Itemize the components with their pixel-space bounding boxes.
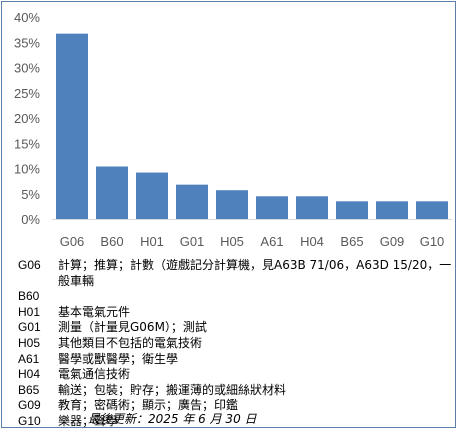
legend-row: H05 其他類目不包括的電氣技術 xyxy=(18,336,453,352)
y-tick-label: 10% xyxy=(14,162,40,177)
bar-g06 xyxy=(56,33,88,219)
y-tick-label: 20% xyxy=(14,111,40,126)
x-tick-label: A61 xyxy=(260,234,283,249)
y-tick-label: 30% xyxy=(14,61,40,76)
legend-code: B65 xyxy=(18,382,40,397)
y-tick-label: 0% xyxy=(21,212,40,227)
bar-g09 xyxy=(376,201,408,219)
x-tick-label: H05 xyxy=(220,234,244,249)
x-tick-label: B65 xyxy=(340,234,363,249)
bar-h01 xyxy=(136,172,168,219)
legend-row: G10 樂器；聲學 xyxy=(18,414,453,430)
legend-description: 輸送；包裝；貯存；搬運薄的或細絲狀材料 xyxy=(58,382,287,397)
x-tick-label: G01 xyxy=(180,234,205,249)
y-tick-label: 25% xyxy=(14,86,40,101)
legend-code: G01 xyxy=(18,320,41,335)
legend-row: A61 醫學或獸醫學；衛生學 xyxy=(18,352,453,368)
legend-description: 醫學或獸醫學；衛生學 xyxy=(58,351,179,366)
code-legend: G06 計算；推算；計數（遊戲記分計算機，見A63B 71/06，A63D 15/… xyxy=(18,258,453,430)
bars xyxy=(56,33,448,219)
legend-code: A61 xyxy=(18,351,40,366)
legend-description: 其他類目不包括的電氣技術 xyxy=(58,335,203,350)
legend-code: H04 xyxy=(18,367,41,382)
y-tick-label: 40% xyxy=(14,10,40,25)
legend-row: G06 計算；推算；計數（遊戲記分計算機，見A63B 71/06，A63D 15/… xyxy=(18,258,453,289)
x-tick-label: H04 xyxy=(300,234,324,249)
y-tick-label: 5% xyxy=(21,187,40,202)
x-tick-label: G06 xyxy=(60,234,85,249)
x-axis-ticks: G06 B60 H01 G01 H05 A61 H04 B65 G09 G10 xyxy=(60,234,445,249)
legend-code: G06 xyxy=(18,258,41,272)
legend-description: 測量（計量見G06M）；測試 xyxy=(58,320,207,335)
x-tick-label: G10 xyxy=(420,234,445,249)
bar-b60 xyxy=(96,166,128,219)
legend-row: B65 輸送；包裝；貯存；搬運薄的或細絲狀材料 xyxy=(18,383,453,399)
legend-row: G09 教育；密碼術；顯示；廣告；印鑑 xyxy=(18,398,453,414)
bar-g10 xyxy=(416,201,448,219)
legend-description: 基本電氣元件 xyxy=(58,304,131,319)
legend-row: G01 測量（計量見G06M）；測試 xyxy=(18,320,453,336)
legend-code: G09 xyxy=(18,398,41,413)
last-updated: 最後更新：2025 年 6 月 30 日 xyxy=(88,412,257,426)
bar-a61 xyxy=(256,196,288,219)
x-tick-label: H01 xyxy=(140,234,164,249)
y-tick-label: 35% xyxy=(14,35,40,50)
bar-chart: 0% 5% 10% 15% 20% 25% 30% 35% 40% G06 B60 H01 G01 H0… xyxy=(14,10,452,249)
bar-h05 xyxy=(216,190,248,219)
legend-code: B60 xyxy=(18,289,40,304)
bar-h04 xyxy=(296,196,328,219)
bar-b65 xyxy=(336,201,368,219)
x-tick-label: B60 xyxy=(100,234,123,249)
legend-description: 樂器；聲學 xyxy=(58,413,119,428)
legend-description: 電氣通信技術 xyxy=(58,367,131,382)
x-tick-label: G09 xyxy=(380,234,405,249)
legend-description: 教育；密碼術；顯示；廣告；印鑑 xyxy=(58,398,239,413)
y-axis-ticks: 0% 5% 10% 15% 20% 25% 30% 35% 40% xyxy=(14,10,40,227)
legend-row: H01 基本電氣元件 xyxy=(18,305,453,321)
y-tick-label: 15% xyxy=(14,136,40,151)
legend-code: H01 xyxy=(18,304,41,319)
bar-g01 xyxy=(176,184,208,219)
legend-row: B60 xyxy=(18,289,453,305)
legend-description xyxy=(58,289,453,305)
legend-code: G10 xyxy=(18,413,41,428)
legend-description: 計算；推算；計數（遊戲記分計算機，見A63B 71/06，A63D 15/20，… xyxy=(58,258,452,288)
legend-row: H04 電氣通信技術 xyxy=(18,367,453,383)
legend-code: H05 xyxy=(18,335,41,350)
